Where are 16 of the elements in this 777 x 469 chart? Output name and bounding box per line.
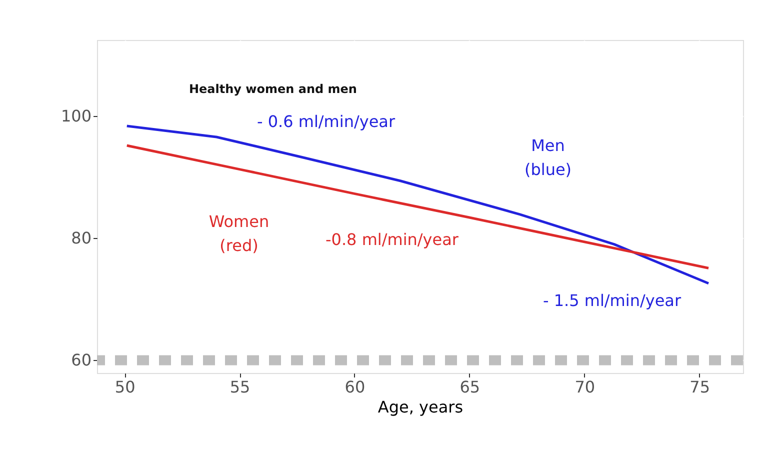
- x-tick-label: 60: [344, 378, 366, 396]
- x-tick-label: 75: [690, 378, 710, 396]
- x-tick-label: 70: [574, 378, 596, 396]
- annotation: - 1.5 ml/min/year: [542, 291, 682, 310]
- y-tick-label: 60: [71, 350, 92, 370]
- x-axis-title: Age, years: [378, 398, 464, 416]
- y-tick-label: 80: [71, 228, 92, 248]
- annotation: - 0.6 ml/min/year: [256, 112, 396, 131]
- x-tick-label: 55: [230, 378, 250, 396]
- x-tick-label: 50: [114, 378, 136, 396]
- x-tick-label: 65: [460, 378, 480, 396]
- annotation: -0.8 ml/min/year: [326, 230, 459, 249]
- annotation: Women (red): [208, 212, 270, 255]
- annotation: Healthy women and men: [189, 82, 357, 96]
- y-tick-label: 100: [60, 106, 92, 126]
- annotation: Men (blue): [524, 136, 572, 179]
